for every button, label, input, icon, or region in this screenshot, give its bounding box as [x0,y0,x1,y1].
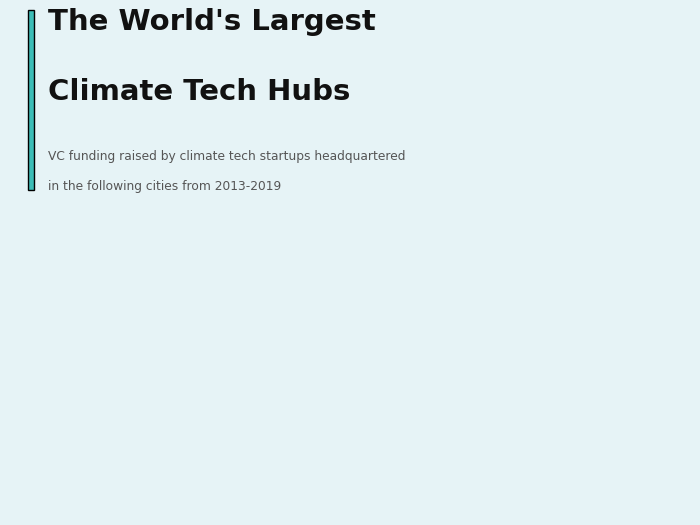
Text: Climate Tech Hubs: Climate Tech Hubs [48,78,350,106]
Text: in the following cities from 2013-2019: in the following cities from 2013-2019 [48,180,281,193]
Text: VC funding raised by climate tech startups headquartered: VC funding raised by climate tech startu… [48,150,405,163]
Text: The World's Largest: The World's Largest [48,8,375,36]
FancyBboxPatch shape [28,10,34,190]
